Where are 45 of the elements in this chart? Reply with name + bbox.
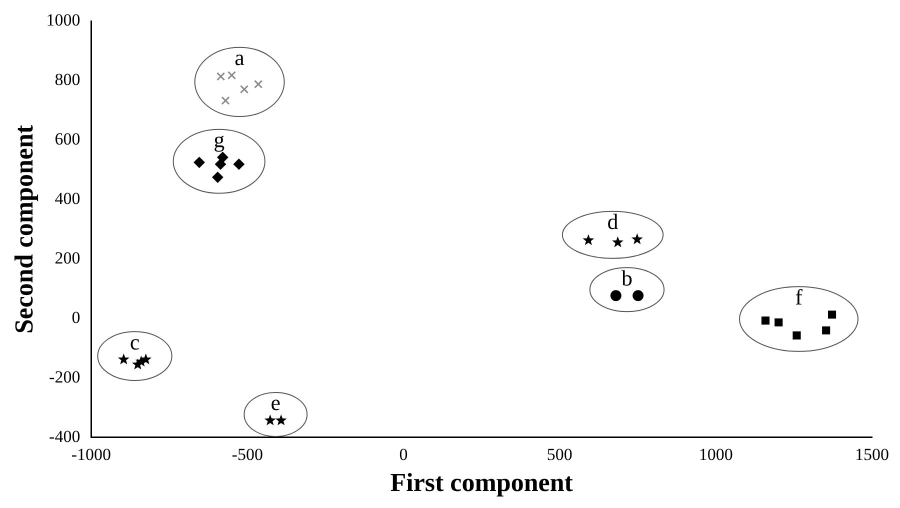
point (264, 414, 276, 426)
point (822, 326, 830, 334)
point (828, 310, 836, 319)
series-label: d (607, 209, 618, 234)
series-label: e (270, 390, 281, 416)
point (632, 290, 644, 302)
x-tick-label: 1000 (698, 445, 733, 464)
point (761, 316, 770, 325)
y-tick-label: 600 (54, 130, 80, 149)
point (233, 158, 244, 170)
x-tick-label: -1000 (71, 445, 112, 464)
series-label: c (130, 329, 140, 354)
y-tick-label: -400 (49, 426, 80, 446)
x-tick-label: 0 (399, 445, 408, 464)
series-label: f (795, 284, 804, 310)
y-tick-label: 400 (54, 189, 80, 208)
point (240, 84, 249, 94)
point (221, 96, 230, 105)
series-label: g (214, 127, 225, 152)
y-tick-label: 200 (54, 248, 80, 268)
x-axis-title: First component (390, 468, 574, 498)
y-tick-label: -200 (49, 367, 80, 386)
y-tick-label: 1000 (46, 10, 80, 30)
point (118, 354, 130, 364)
point (227, 71, 236, 80)
y-tick-label: 0 (72, 308, 80, 327)
point (216, 72, 226, 81)
x-tick-label: 500 (546, 445, 572, 464)
x-tick-label: 1500 (855, 445, 889, 464)
x-tick-label: -500 (232, 445, 263, 464)
point (631, 233, 643, 244)
y-axis-title: Second component (9, 124, 38, 334)
series-label: b (621, 265, 632, 290)
point (774, 318, 783, 326)
point (215, 158, 226, 170)
point (610, 290, 622, 302)
y-tick-label: 800 (54, 70, 80, 90)
point (582, 234, 594, 246)
point (792, 331, 801, 340)
point (254, 80, 263, 89)
point (275, 414, 287, 426)
point (612, 236, 624, 248)
series-label: a (234, 45, 245, 70)
point (212, 172, 224, 183)
point (194, 156, 205, 168)
